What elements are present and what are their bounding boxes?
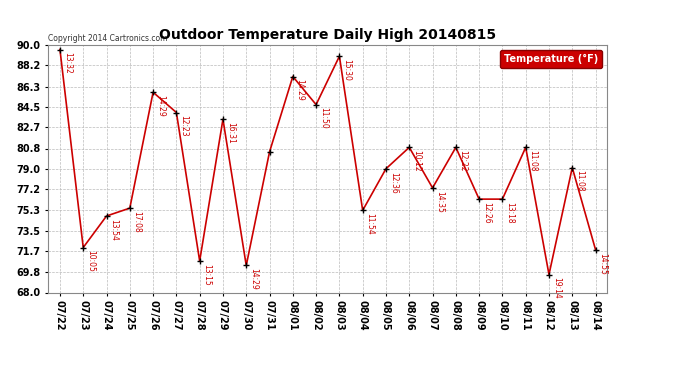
Title: Outdoor Temperature Daily High 20140815: Outdoor Temperature Daily High 20140815 <box>159 28 496 42</box>
Text: 16:31: 16:31 <box>226 122 235 144</box>
Text: 14:29: 14:29 <box>156 95 165 117</box>
Text: 13:15: 13:15 <box>202 264 211 285</box>
Text: 13:18: 13:18 <box>505 202 514 223</box>
Text: 13:54: 13:54 <box>109 219 118 241</box>
Text: 12:26: 12:26 <box>482 202 491 223</box>
Text: 14:55: 14:55 <box>598 252 607 274</box>
Text: 14:29: 14:29 <box>249 268 258 290</box>
Text: 13:32: 13:32 <box>63 52 72 74</box>
Text: 12:22: 12:22 <box>459 150 468 172</box>
Text: 19:14: 19:14 <box>552 277 561 299</box>
Text: 10:05: 10:05 <box>86 250 95 272</box>
Text: 15:30: 15:30 <box>342 59 351 81</box>
Text: 12:36: 12:36 <box>388 171 397 193</box>
Text: 10:12: 10:12 <box>412 150 421 172</box>
Text: 12:23: 12:23 <box>179 115 188 137</box>
Text: 11:08: 11:08 <box>575 170 584 192</box>
Text: Copyright 2014 Cartronics.com: Copyright 2014 Cartronics.com <box>48 33 168 42</box>
Text: 11:50: 11:50 <box>319 107 328 129</box>
Text: 14:29: 14:29 <box>295 79 304 101</box>
Text: 14:35: 14:35 <box>435 190 444 213</box>
Text: 11:08: 11:08 <box>529 150 538 172</box>
Text: 11:54: 11:54 <box>366 213 375 235</box>
Legend: Temperature (°F): Temperature (°F) <box>500 50 602 68</box>
Text: 17:08: 17:08 <box>132 211 141 232</box>
